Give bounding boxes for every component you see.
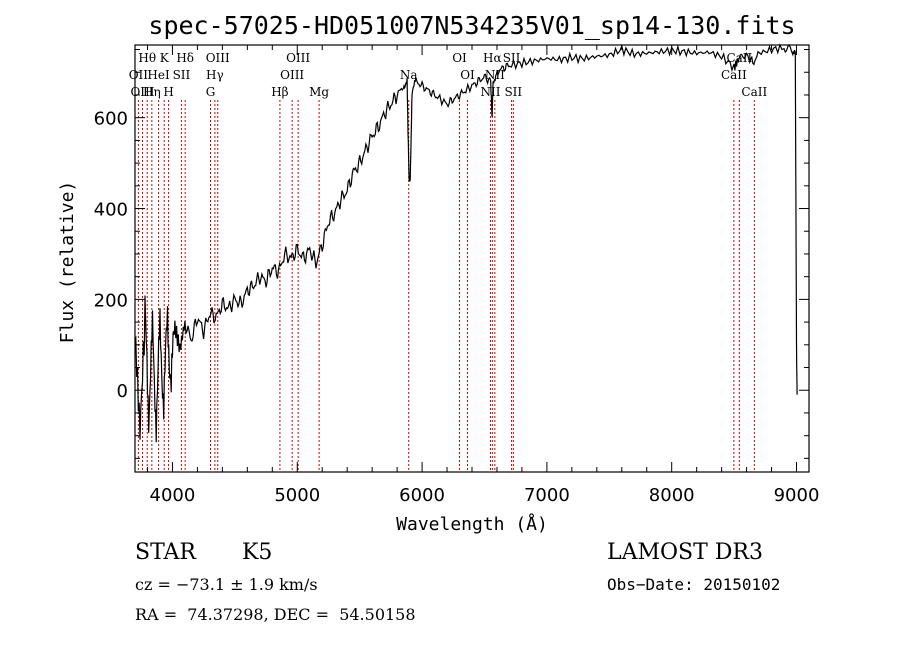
line-label-10: Hγ <box>206 68 224 82</box>
line-label-5: K <box>160 51 170 65</box>
y-axis: 0 200 400 600 <box>94 49 809 459</box>
line-label-14: OIII <box>280 68 304 82</box>
ra-dec: RA = 74.37298, DEC = 54.50158 <box>135 605 416 624</box>
line-label-12: Hβ <box>271 85 288 99</box>
redshift-cz: cz = −73.1 ± 1.9 km/s <box>135 575 318 594</box>
x-axis-label: Wavelength (Å) <box>396 513 548 535</box>
y-axis-label: Flux (relative) <box>57 181 78 344</box>
line-markers <box>137 100 755 472</box>
line-label-4: HeI <box>147 68 170 82</box>
line-label-8: Hδ <box>176 51 194 65</box>
line-label-26: CaII <box>741 85 767 99</box>
y-tick-label: 400 <box>94 200 128 221</box>
line-label-13: OIII <box>286 51 310 65</box>
line-label-0: OII <box>129 68 149 82</box>
x-tick-label: 5000 <box>274 485 320 506</box>
plot-frame <box>134 44 810 473</box>
line-label-23: SII <box>504 85 522 99</box>
line-label-6: H <box>163 85 173 99</box>
x-tick-label: 9000 <box>774 485 820 506</box>
line-label-24: CaII <box>721 68 747 82</box>
y-tick-label: 0 <box>117 381 128 402</box>
obs-date: Obs−Date: 20150102 <box>607 575 781 594</box>
x-tick-label: 7000 <box>524 485 570 506</box>
subclass: K5 <box>242 540 273 565</box>
y-tick-label: 200 <box>94 290 128 311</box>
chart-title: spec-57025-HD051007N534235V01_sp14-130.f… <box>148 11 795 40</box>
line-label-22: SII <box>503 51 521 65</box>
spectrum-line <box>134 43 798 443</box>
line-label-1: Hθ <box>138 51 156 65</box>
x-tick-label: 4000 <box>150 485 196 506</box>
line-label-15: Mg <box>309 85 329 99</box>
x-axis: 4000 5000 6000 7000 8000 9000 <box>146 45 820 506</box>
line-label-11: G <box>206 85 216 99</box>
line-label-2: OIII <box>130 85 154 99</box>
line-label-17: OI <box>452 51 467 65</box>
object-type: STAR <box>135 540 196 565</box>
survey-name: LAMOST DR3 <box>607 540 763 565</box>
y-tick-label: 600 <box>94 109 128 130</box>
x-tick-label: 8000 <box>649 485 695 506</box>
line-label-9: OIII <box>206 51 230 65</box>
line-label-19: Hα <box>483 51 502 65</box>
line-label-3: Hη <box>143 85 161 99</box>
line-label-18: OI <box>460 68 475 82</box>
x-tick-label: 6000 <box>399 485 445 506</box>
line-label-16: Na <box>400 68 418 82</box>
line-label-7: SII <box>173 68 191 82</box>
